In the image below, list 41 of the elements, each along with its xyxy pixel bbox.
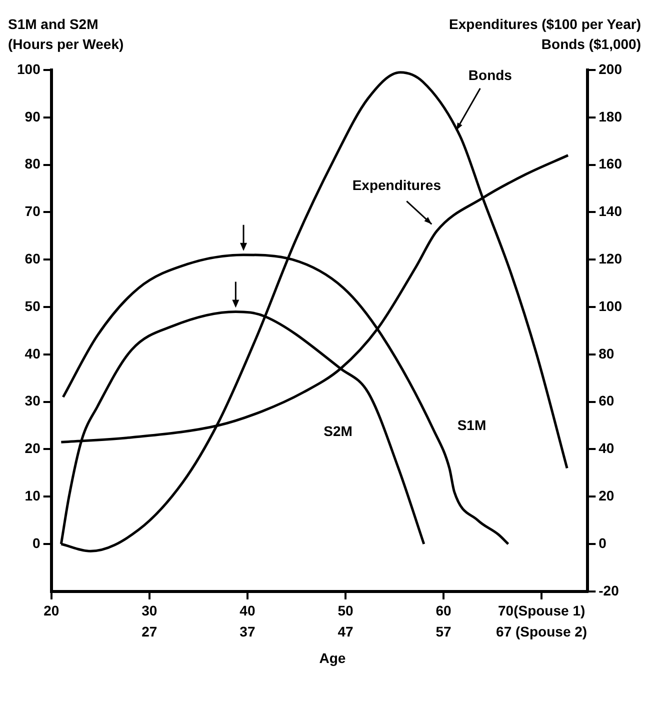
y2-tick-label: 0 bbox=[598, 534, 607, 551]
text: Bonds bbox=[468, 67, 512, 84]
y-tick-label: 0 bbox=[32, 534, 41, 551]
y-tick-label: 60 bbox=[24, 250, 41, 266]
y2-tick-label: -20 bbox=[598, 582, 620, 598]
series-label: S2M bbox=[324, 423, 352, 440]
y2-tick-label: 100 bbox=[598, 298, 622, 314]
x2-tick-label: 27 bbox=[142, 623, 158, 640]
x-tick-label: 30 bbox=[142, 602, 158, 619]
x-tick-label: 20 bbox=[44, 602, 60, 619]
x-tick-label: 70(Spouse 1) bbox=[498, 602, 586, 619]
series-label: S1M bbox=[457, 417, 486, 434]
x-tick-label: 50 bbox=[338, 602, 354, 619]
y-tick-label: 20 bbox=[24, 440, 41, 456]
y2-tick-label: 80 bbox=[598, 345, 614, 362]
y-tick-label: 70 bbox=[24, 203, 41, 220]
y-tick-label: 40 bbox=[24, 345, 41, 362]
x-axis-title: Age bbox=[318, 649, 347, 668]
x-tick-label: 40 bbox=[240, 602, 256, 619]
x2-tick-label: 37 bbox=[240, 623, 256, 640]
y2-tick-label: 160 bbox=[598, 156, 622, 172]
y2-tick-label: 120 bbox=[598, 250, 622, 266]
y2-tick-label: 60 bbox=[598, 392, 614, 409]
x2-tick-label: 57 bbox=[436, 623, 452, 640]
y-tick-label: 30 bbox=[24, 392, 41, 409]
y-tick-label: 10 bbox=[24, 487, 41, 504]
y2-tick-label: 140 bbox=[598, 203, 622, 220]
y2-tick-label: 200 bbox=[598, 60, 622, 77]
y-tick-label: 50 bbox=[24, 298, 41, 314]
y-tick-label: 90 bbox=[24, 108, 41, 124]
series-label: Expenditures bbox=[352, 177, 442, 194]
y-axis-title: S1M and S2M (Hours per Week) bbox=[8, 15, 124, 54]
y2-tick-label: 20 bbox=[598, 487, 614, 504]
x2-tick-label: 47 bbox=[338, 623, 354, 640]
x2-tick-label: 67 (Spouse 2) bbox=[496, 623, 588, 640]
y2-axis-title: Expenditures ($100 per Year) Bonds ($1,000) bbox=[449, 15, 641, 54]
y-tick-label: 100 bbox=[17, 60, 41, 77]
y2-tick-label: 180 bbox=[598, 108, 622, 124]
x-tick-label: 60 bbox=[436, 602, 452, 619]
y-tick-label: 80 bbox=[24, 156, 41, 172]
y2-tick-label: 40 bbox=[598, 440, 614, 456]
